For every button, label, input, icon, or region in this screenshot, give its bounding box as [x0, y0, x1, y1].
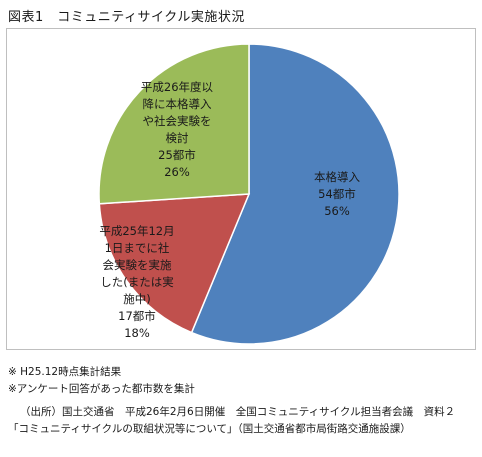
slice-label-line: 1日までに社: [105, 241, 170, 255]
pie-slices: [98, 43, 400, 345]
slice-label-line: 54都市: [318, 187, 356, 201]
source-line-1: （出所）国土交通省 平成26年2月6日開催 全国コミュニティサイクル担当者会議 …: [20, 406, 456, 418]
slice-label-1: 本格導入 54都市 56%: [314, 170, 360, 218]
slice-label-line: 検討: [166, 131, 189, 145]
slice-label-line: 平成25年12月: [99, 224, 174, 238]
slice-label-line: 平成26年度以: [141, 80, 214, 94]
slice-label-line: 26%: [164, 165, 190, 179]
slice-label-line: 25都市: [158, 148, 196, 162]
chart-notes: ※ H25.12時点集計結果 ※アンケート回答があった都市数を集計: [8, 364, 195, 398]
pie-chart: 本格導入 54都市 56% 平成25年12月 1日までに社会実験を実施した(または実施中…: [98, 43, 400, 345]
slice-labels: 本格導入 54都市 56% 平成25年12月 1日までに社会実験を実施した(または実施中…: [99, 80, 360, 340]
source-line-2: 「コミュニティサイクルの取組状況等について」（国土交通省都市局街路交通施設課）: [8, 423, 411, 435]
chart-area: 本格導入 54都市 56% 平成25年12月 1日までに社会実験を実施した(または実施中…: [6, 28, 476, 350]
slice-label-line: 17都市: [118, 309, 156, 323]
slice-label-line: 本格導入: [314, 170, 360, 184]
figure-title: 図表1 コミュニティサイクル実施状況: [8, 10, 245, 25]
pie-slice-3: [98, 43, 250, 205]
slice-label-line: 施中): [123, 292, 151, 306]
pie-slice-2: [98, 193, 251, 334]
note-survey-date: ※ H25.12時点集計結果: [8, 366, 122, 378]
slice-label-3: 平成26年度以降に本格導入や社会実験を検討 25都市 26%: [141, 80, 214, 179]
slice-label-2: 平成25年12月 1日までに社会実験を実施した(または実施中) 17都市 18%: [99, 224, 174, 340]
slice-label-line: 会実験を実施: [103, 258, 172, 272]
slice-label-line: 降に本格導入: [143, 97, 212, 111]
slice-label-line: や社会実験を: [143, 114, 212, 128]
note-survey-scope: ※アンケート回答があった都市数を集計: [8, 383, 195, 395]
pie-slice-1: [190, 43, 400, 345]
slice-label-line: 18%: [124, 326, 150, 340]
slice-label-line: した(または実: [100, 275, 174, 289]
slice-label-line: 56%: [324, 204, 350, 218]
source-citation: （出所）国土交通省 平成26年2月6日開催 全国コミュニティサイクル担当者会議 …: [8, 404, 455, 438]
